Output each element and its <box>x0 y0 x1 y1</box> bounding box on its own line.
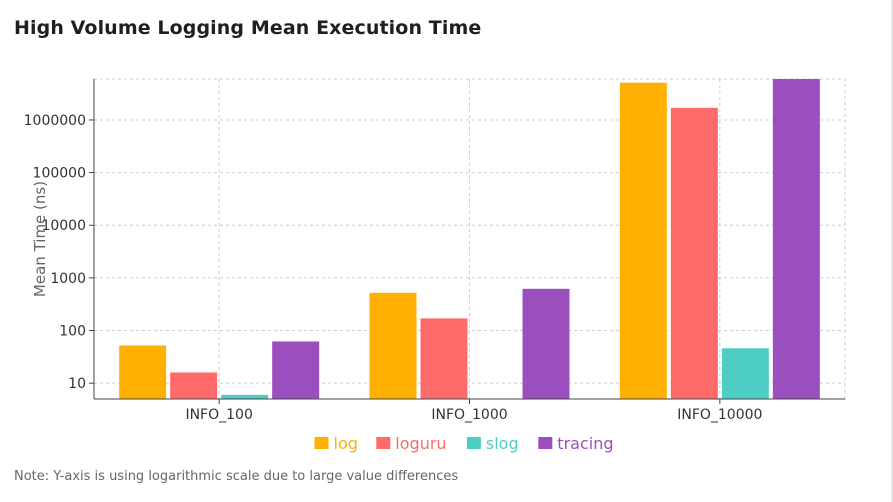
legend-swatch-log[interactable] <box>314 437 329 449</box>
bar-log-info-100[interactable] <box>119 345 167 399</box>
bar-slog-info-100[interactable] <box>221 394 269 399</box>
legend-label-slog[interactable]: slog <box>486 434 519 453</box>
bar-loguru-info-10000[interactable] <box>670 107 718 399</box>
bar-layer <box>119 79 820 399</box>
legend-swatch-tracing[interactable] <box>538 437 553 449</box>
bar-tracing-info-100[interactable] <box>272 341 320 399</box>
bar-log-info-1000[interactable] <box>369 292 417 399</box>
legend[interactable]: log loguru slog tracing <box>314 434 614 453</box>
x-tick-label: INFO_10000 <box>677 407 762 423</box>
chart-title: High Volume Logging Mean Execution Time <box>14 17 482 39</box>
y-tick-label: 1000000 <box>24 113 86 129</box>
legend-label-loguru[interactable]: loguru <box>395 434 446 453</box>
log-scale-note: Note: Y-axis is using logarithmic scale … <box>14 469 459 484</box>
bar-loguru-info-100[interactable] <box>170 372 218 399</box>
x-tick-label: INFO_1000 <box>431 407 507 423</box>
legend-label-tracing[interactable]: tracing <box>557 434 613 453</box>
bar-loguru-info-1000[interactable] <box>420 318 468 399</box>
bar-tracing-info-1000[interactable] <box>522 288 570 399</box>
bar-log-info-10000[interactable] <box>619 82 667 399</box>
axis-layer: 10 100 1000 10000 100000 1000000 INFO_100 INFO_… <box>24 79 845 423</box>
bar-tracing-info-10000[interactable] <box>772 79 820 399</box>
legend-label-log[interactable]: log <box>334 434 358 453</box>
y-tick-label: 100000 <box>33 166 86 182</box>
y-axis-title: Mean Time (ns) <box>31 181 49 297</box>
legend-swatch-slog[interactable] <box>466 437 481 449</box>
y-tick-label: 10000 <box>41 218 86 234</box>
legend-swatch-loguru[interactable] <box>376 437 391 449</box>
frame-border <box>891 0 893 502</box>
y-tick-label: 10 <box>68 376 86 392</box>
x-tick-label: INFO_100 <box>185 407 252 423</box>
bar-slog-info-10000[interactable] <box>721 348 769 399</box>
y-tick-label: 100 <box>59 324 86 340</box>
y-tick-label: 1000 <box>50 271 86 287</box>
